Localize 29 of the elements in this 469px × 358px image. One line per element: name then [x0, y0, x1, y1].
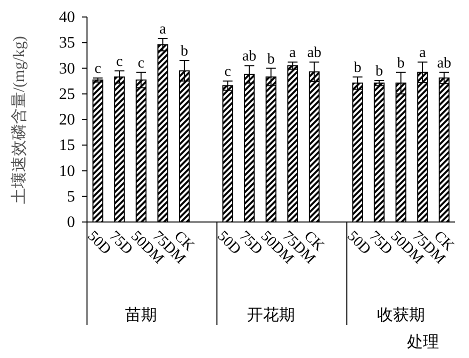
data-label: c [94, 60, 102, 77]
text: 开花期 [247, 306, 295, 324]
y-tick-label: 40 [59, 9, 75, 26]
y-tick-label: 15 [59, 137, 75, 154]
data-label: ab [437, 55, 452, 72]
x-axis-title: 处理 [407, 333, 439, 351]
data-label: a [419, 45, 426, 62]
data-label: b [375, 64, 383, 80]
y-tick-label: 35 [59, 34, 75, 52]
data-label: c [116, 54, 124, 70]
y-tick-label: 30 [59, 60, 75, 78]
data-label: a [159, 22, 166, 38]
data-label: b [354, 60, 362, 76]
y-tick-label: 10 [59, 162, 75, 180]
data-label: b [397, 55, 405, 72]
text: 苗期 [125, 306, 158, 324]
y-tick-label: 0 [67, 214, 75, 231]
data-label: b [267, 51, 275, 68]
y-axis-title: 土壤速效磷含量/(mg/kg) [10, 36, 28, 204]
text: 收获期 [376, 306, 425, 324]
data-label: ab [307, 45, 322, 62]
data-label: ab [242, 48, 256, 65]
y-tick-label: 20 [59, 112, 75, 128]
y-tick-label: 25 [59, 86, 75, 103]
data-label: a [289, 45, 296, 62]
data-label: b [180, 44, 188, 60]
y-tick-label: 5 [67, 188, 75, 206]
data-label: c [224, 64, 232, 80]
data-label: c [138, 55, 145, 72]
